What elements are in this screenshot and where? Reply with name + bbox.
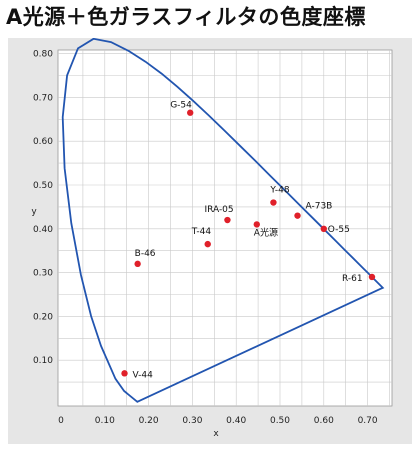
point-label: G-54 — [170, 101, 192, 111]
y-tick-label: 0.50 — [33, 181, 53, 191]
data-points: G-54 Y-48 A-73B IRA-05 A光源 O-55 T-44 B-46 R-61 V-… — [121, 101, 376, 380]
x-tick-label: 0.30 — [182, 416, 202, 426]
x-tick-label: 0.50 — [270, 416, 290, 426]
point-label: Y-48 — [269, 186, 289, 196]
x-tick-label: 0 — [58, 416, 64, 426]
y-tick-label: 0.20 — [33, 312, 53, 322]
data-point — [187, 109, 194, 116]
point-label: A-73B — [306, 202, 333, 212]
x-axis-label: x — [213, 429, 219, 439]
y-tick-label: 0.60 — [33, 137, 53, 147]
data-point — [253, 221, 260, 228]
point-label: T-44 — [191, 227, 212, 237]
plot-area — [57, 49, 393, 407]
data-point — [204, 240, 211, 248]
point-label: IRA-05 — [204, 205, 233, 215]
data-point — [368, 273, 376, 281]
y-axis-label: y — [31, 207, 37, 217]
point-label: A光源 — [254, 226, 278, 238]
y-tick-label: 0.80 — [33, 50, 53, 60]
point-label: O-55 — [328, 225, 350, 235]
data-point — [270, 199, 277, 206]
data-point — [320, 225, 327, 232]
x-tick-label: 0.40 — [226, 416, 246, 426]
y-tick-label: 0.10 — [33, 356, 53, 366]
point-label: R-61 — [342, 274, 363, 284]
chromaticity-chart: 0 0.10 0.20 0.30 0.40 0.50 0.60 0.70 0.10 0.20 0.3… — [31, 38, 393, 439]
y-tick-label: 0.40 — [33, 225, 53, 235]
x-tick-label: 0.20 — [139, 416, 159, 426]
chart-panel: 0 0.10 0.20 0.30 0.40 0.50 0.60 0.70 0.10 0.20 0.3… — [8, 38, 412, 444]
grid-lines — [58, 50, 392, 406]
x-tick-label: 0.60 — [314, 416, 334, 426]
tick-labels: 0 0.10 0.20 0.30 0.40 0.50 0.60 0.70 0.10 0.20 0.3… — [33, 50, 378, 426]
data-point — [121, 370, 128, 377]
y-tick-label: 0.70 — [33, 93, 53, 103]
x-tick-label: 0.70 — [358, 416, 378, 426]
page-title: A光源＋色ガラスフィルタの色度座標 — [6, 5, 366, 29]
data-point — [134, 260, 141, 268]
point-label: B-46 — [135, 249, 156, 259]
point-label: V-44 — [133, 370, 154, 380]
x-tick-label: 0.10 — [95, 416, 115, 426]
y-tick-label: 0.30 — [33, 269, 53, 279]
spectral-locus-curve — [61, 38, 385, 403]
data-point — [224, 216, 231, 224]
data-point — [294, 212, 301, 219]
